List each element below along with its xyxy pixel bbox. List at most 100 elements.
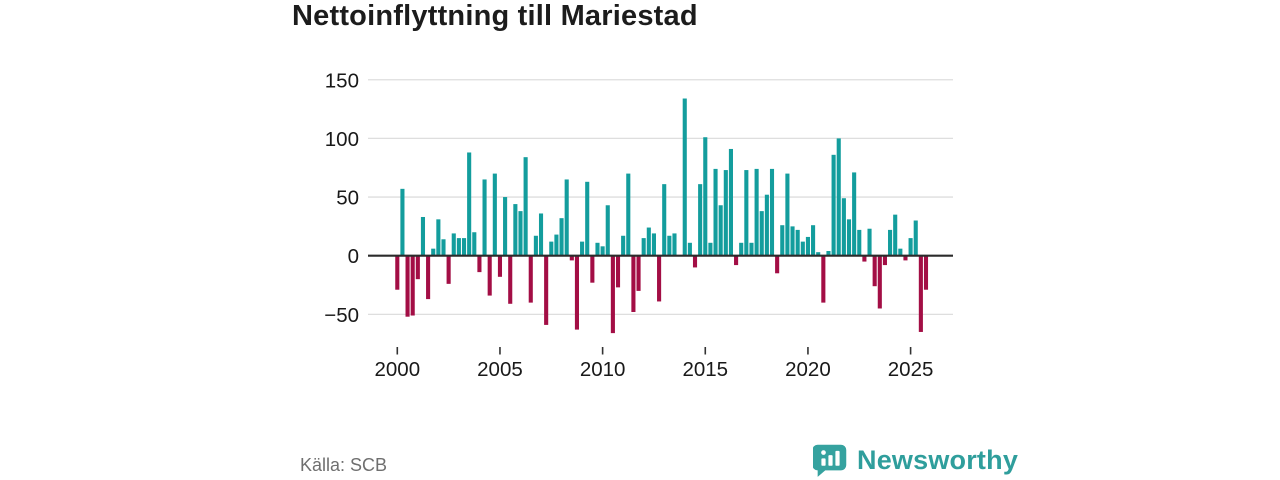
y-tick-label-100: 100 bbox=[325, 128, 359, 151]
bar-2001Q4 bbox=[431, 248, 436, 256]
bar-2023Q2 bbox=[872, 255, 877, 287]
y-tick-label-0: 0 bbox=[348, 245, 359, 268]
bar-2013Q1 bbox=[662, 184, 667, 256]
bar-2019Q2 bbox=[790, 226, 795, 256]
bar-2012Q2 bbox=[646, 227, 651, 256]
bar-2002Q2 bbox=[441, 239, 446, 256]
bar-2000Q4 bbox=[410, 255, 415, 316]
bar-2014Q1 bbox=[682, 98, 687, 256]
bar-2017Q2 bbox=[749, 242, 754, 256]
bar-2021Q2 bbox=[831, 154, 836, 256]
y-tick-label--50: −50 bbox=[324, 304, 359, 327]
bar-2016Q2 bbox=[728, 148, 733, 256]
bar-2007Q4 bbox=[554, 234, 559, 256]
bar-2015Q3 bbox=[713, 168, 718, 256]
bar-2009Q2 bbox=[585, 181, 590, 256]
bar-2004Q4 bbox=[492, 173, 497, 256]
bar-2004Q2 bbox=[482, 179, 487, 256]
bar-2007Q3 bbox=[549, 241, 554, 256]
bar-2015Q4 bbox=[718, 205, 723, 256]
bar-2008Q2 bbox=[564, 179, 569, 256]
bar-2011Q2 bbox=[626, 173, 631, 256]
bar-2017Q1 bbox=[744, 170, 749, 256]
bar-2003Q2 bbox=[461, 238, 467, 256]
speech-bubble-bar-chart-icon bbox=[812, 443, 848, 478]
bar-2008Q1 bbox=[559, 218, 564, 256]
bar-2011Q4 bbox=[636, 255, 641, 291]
bar-2024Q1 bbox=[888, 229, 893, 256]
bar-2014Q4 bbox=[698, 184, 703, 256]
bar-2003Q4 bbox=[472, 232, 477, 256]
bar-2014Q2 bbox=[687, 242, 692, 256]
brand-logo: Newsworthy bbox=[812, 443, 1019, 478]
bar-2022Q1 bbox=[846, 219, 852, 256]
bar-2022Q3 bbox=[857, 229, 862, 256]
bar-2006Q3 bbox=[528, 255, 533, 303]
x-tick-label-2020: 2020 bbox=[785, 358, 831, 381]
bar-2018Q4 bbox=[780, 225, 785, 256]
bar-2022Q2 bbox=[852, 172, 857, 256]
bar-2019Q3 bbox=[795, 229, 800, 256]
bar-2003Q3 bbox=[467, 152, 472, 256]
bar-2009Q3 bbox=[590, 255, 595, 283]
chart-title: Nettoinflyttning till Mariestad bbox=[292, 0, 698, 32]
bar-2018Q3 bbox=[775, 255, 780, 274]
bar-2001Q1 bbox=[415, 255, 420, 280]
bar-2020Q2 bbox=[811, 225, 816, 256]
bar-2020Q4 bbox=[821, 255, 826, 303]
bar-2019Q4 bbox=[800, 241, 805, 256]
bar-2004Q3 bbox=[487, 255, 492, 296]
bar-2010Q2 bbox=[605, 205, 610, 256]
x-tick-label-2000: 2000 bbox=[374, 358, 420, 381]
bar-2006Q1 bbox=[518, 211, 523, 256]
bar-2000Q3 bbox=[405, 255, 410, 317]
bar-2024Q2 bbox=[893, 214, 898, 256]
bar-2014Q3 bbox=[692, 255, 698, 268]
bar-2008Q4 bbox=[574, 255, 580, 330]
bar-2016Q3 bbox=[734, 255, 739, 266]
x-tick-label-2025: 2025 bbox=[888, 358, 934, 381]
bar-2020Q3 bbox=[816, 252, 821, 256]
bar-2013Q3 bbox=[672, 233, 677, 256]
bar-2013Q2 bbox=[667, 235, 672, 256]
bar-2009Q1 bbox=[580, 241, 585, 256]
bar-2023Q4 bbox=[882, 255, 887, 266]
bar-2007Q2 bbox=[544, 255, 549, 325]
bar-2018Q1 bbox=[764, 194, 769, 256]
bar-2022Q4 bbox=[862, 255, 867, 262]
bar-2015Q1 bbox=[703, 137, 708, 256]
bar-2011Q1 bbox=[621, 235, 626, 256]
bar-2000Q2 bbox=[400, 188, 405, 256]
bar-2001Q2 bbox=[420, 216, 426, 256]
source-note: Källa: SCB bbox=[300, 455, 388, 475]
bar-2005Q2 bbox=[503, 197, 508, 256]
bar-2025Q3 bbox=[918, 255, 923, 332]
bar-2024Q3 bbox=[898, 248, 903, 256]
bar-2006Q4 bbox=[533, 235, 538, 256]
bar-2025Q1 bbox=[908, 238, 913, 256]
bar-2021Q3 bbox=[836, 138, 841, 256]
x-tick-label-2015: 2015 bbox=[682, 358, 728, 381]
bar-2023Q1 bbox=[867, 228, 872, 256]
bar-2008Q3 bbox=[569, 255, 574, 261]
bar-2012Q4 bbox=[657, 255, 662, 302]
bar-2000Q1 bbox=[395, 255, 400, 290]
bar-2004Q1 bbox=[477, 255, 482, 273]
brand-name: Newsworthy bbox=[857, 445, 1019, 475]
bar-2001Q3 bbox=[426, 255, 431, 300]
bar-2005Q3 bbox=[508, 255, 513, 304]
bar-2016Q4 bbox=[739, 242, 744, 256]
bar-2002Q1 bbox=[436, 219, 441, 256]
bar-2003Q1 bbox=[456, 238, 461, 256]
bar-2005Q4 bbox=[513, 204, 518, 256]
bar-2021Q1 bbox=[826, 251, 831, 256]
bar-2018Q2 bbox=[769, 168, 775, 256]
bar-2012Q1 bbox=[641, 238, 646, 256]
bar-2011Q3 bbox=[631, 255, 636, 313]
bar-2017Q3 bbox=[754, 168, 759, 256]
y-tick-label-50: 50 bbox=[336, 187, 359, 210]
bar-2010Q1 bbox=[600, 246, 605, 256]
y-tick-label-150: 150 bbox=[325, 69, 359, 92]
